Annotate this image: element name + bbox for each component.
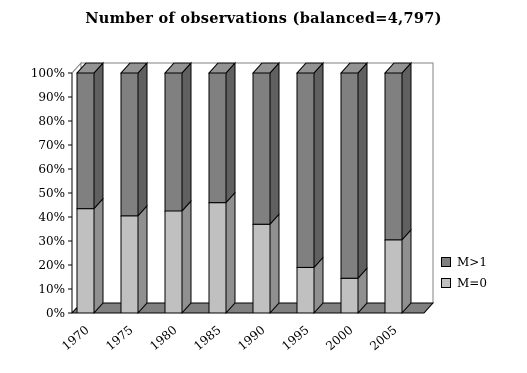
- y-tick-label: 70%: [38, 138, 65, 152]
- bar-segment-front: [120, 72, 139, 217]
- bar-segment-side: [401, 61, 412, 242]
- x-tick-label: 1985: [191, 323, 223, 353]
- bar-segment-side: [269, 61, 280, 226]
- bar-segment-side: [93, 61, 104, 210]
- legend-label-lower: M=0: [457, 275, 487, 290]
- y-tick-label: 10%: [38, 282, 65, 296]
- bar-segment-top: [339, 62, 369, 74]
- bar-segment-top: [295, 62, 325, 74]
- bar-segment-top: [163, 62, 193, 74]
- bar-segment-front: [296, 72, 315, 268]
- bar-segment-front: [164, 210, 183, 314]
- bar-segment-front: [296, 266, 315, 314]
- x-tick-label: 2000: [323, 323, 355, 353]
- bar-segment-side: [137, 204, 148, 315]
- y-tick-label: 90%: [38, 90, 65, 104]
- bar-segment-side: [313, 61, 324, 269]
- y-tick-label: 30%: [38, 234, 65, 248]
- bar-segment-side: [181, 61, 192, 213]
- legend-item-upper: M>1: [441, 251, 487, 272]
- legend-swatch-lower: [441, 277, 451, 288]
- y-tick-label: 50%: [38, 186, 65, 200]
- bar-segment-side: [225, 191, 236, 315]
- bar-segment-front: [384, 239, 403, 314]
- x-tick-label: 1970: [59, 323, 91, 353]
- bar-segment-front: [120, 215, 139, 314]
- legend-swatch-upper: [441, 256, 451, 267]
- x-tick-label: 1990: [235, 323, 267, 353]
- bar-segment-front: [384, 72, 403, 241]
- bar-segment-top: [251, 62, 281, 74]
- y-tick-label: 0%: [46, 306, 65, 320]
- y-tick-label: 100%: [31, 66, 65, 80]
- bar-segment-side: [137, 61, 148, 218]
- x-tick-label: 2005: [367, 323, 399, 353]
- bar-segment-side: [401, 228, 412, 315]
- y-tick-label: 40%: [38, 210, 65, 224]
- bar-segment-side: [357, 61, 368, 280]
- x-tick-label: 1975: [103, 323, 135, 353]
- bar-segment-side: [181, 199, 192, 315]
- bar-segment-top: [75, 62, 105, 74]
- y-tick-label: 20%: [38, 258, 65, 272]
- bar-segment-front: [76, 72, 95, 210]
- bar-segment-top: [207, 62, 237, 74]
- bar-segment-side: [225, 61, 236, 204]
- bar-segment-front: [340, 277, 359, 314]
- bar-segment-side: [269, 212, 280, 315]
- legend-label-upper: M>1: [457, 254, 487, 269]
- bar-segment-front: [208, 72, 227, 204]
- x-tick-label: 1995: [279, 323, 311, 353]
- chart-title: Number of observations (balanced=4,797): [85, 10, 442, 27]
- bar-segment-top: [383, 62, 413, 74]
- y-tick-label: 60%: [38, 162, 65, 176]
- bar-segment-front: [164, 72, 183, 212]
- bar-segment-front: [252, 223, 271, 314]
- bar-segment-front: [208, 202, 227, 314]
- y-tick-label: 80%: [38, 114, 65, 128]
- bar-segment-front: [252, 72, 271, 225]
- bar-segment-front: [340, 72, 359, 279]
- bar-segment-side: [93, 197, 104, 315]
- legend-item-lower: M=0: [441, 272, 487, 293]
- bar-segment-front: [76, 208, 95, 314]
- bar-segment-top: [119, 62, 149, 74]
- legend: M>1 M=0: [441, 251, 487, 293]
- x-tick-label: 1980: [147, 323, 179, 353]
